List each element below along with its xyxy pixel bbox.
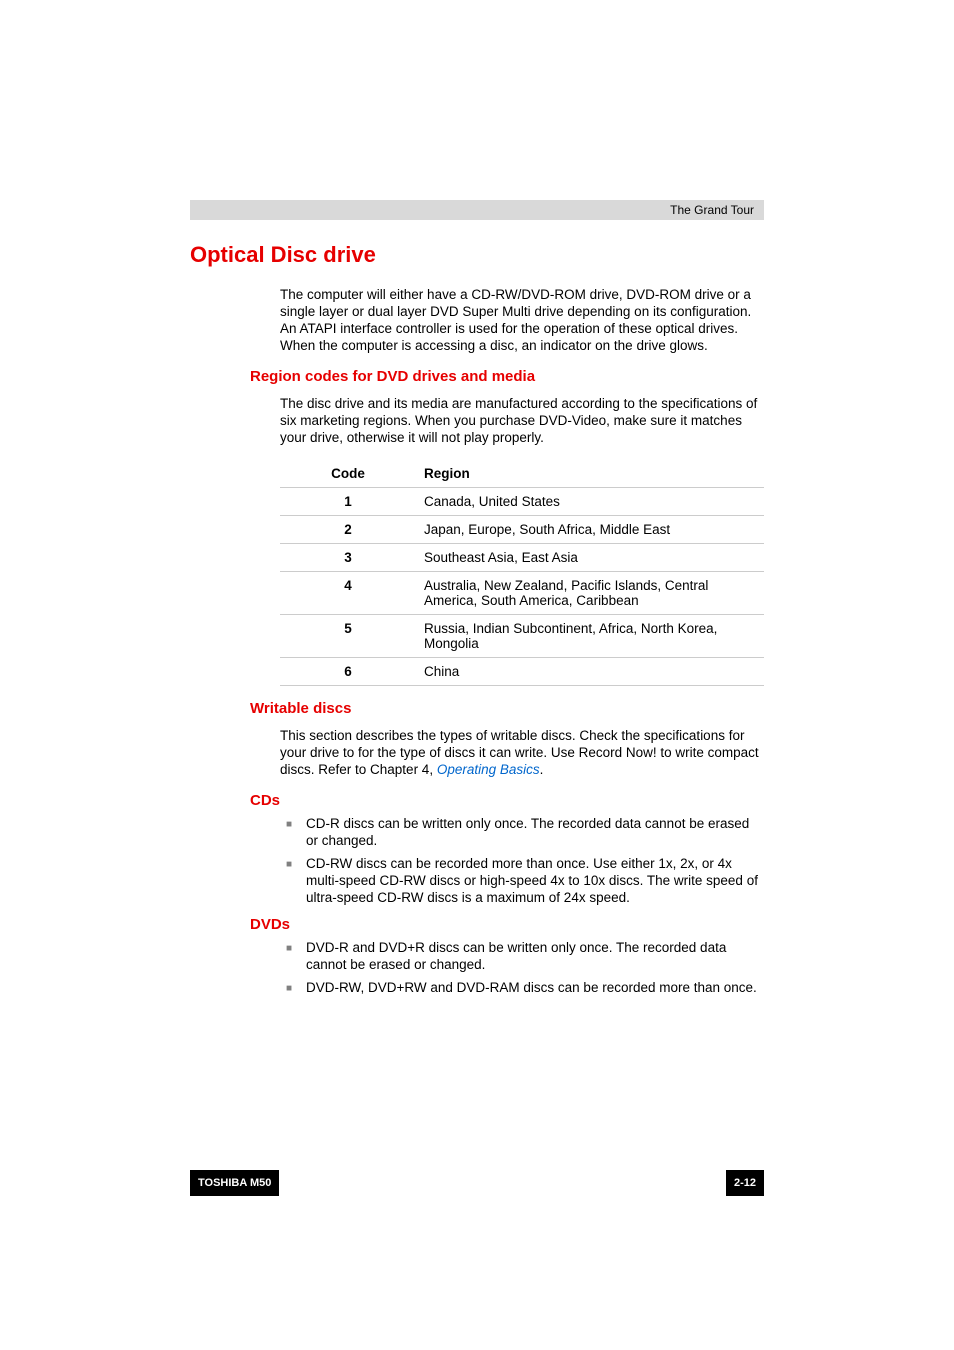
writable-intro-post: . [540,762,544,777]
region-name: Australia, New Zealand, Pacific Islands,… [416,572,764,615]
writable-heading: Writable discs [250,700,764,717]
list-item: DVD-RW, DVD+RW and DVD-RAM discs can be … [280,979,764,996]
list-item: CD-R discs can be written only once. The… [280,815,764,849]
table-row: 3 Southeast Asia, East Asia [280,544,764,572]
table-row: 4 Australia, New Zealand, Pacific Island… [280,572,764,615]
operating-basics-link[interactable]: Operating Basics [437,762,540,777]
region-code: 1 [280,488,416,516]
footer-product-label: TOSHIBA M50 [190,1170,279,1196]
table-row: 5 Russia, Indian Subcontinent, Africa, N… [280,615,764,658]
region-name: Southeast Asia, East Asia [416,544,764,572]
region-name: Japan, Europe, South Africa, Middle East [416,516,764,544]
cds-heading: CDs [250,792,764,809]
table-row: 6 China [280,658,764,686]
table-row: 1 Canada, United States [280,488,764,516]
region-code: 4 [280,572,416,615]
table-row: 2 Japan, Europe, South Africa, Middle Ea… [280,516,764,544]
intro-paragraph: The computer will either have a CD-RW/DV… [280,286,764,354]
writable-intro: This section describes the types of writ… [280,727,764,778]
dvds-list: DVD-R and DVD+R discs can be written onl… [280,939,764,996]
table-header-code: Code [280,460,416,488]
table-header-region: Region [416,460,764,488]
region-code: 3 [280,544,416,572]
region-code-table: Code Region 1 Canada, United States 2 Ja… [280,460,764,686]
header-section-label: The Grand Tour [670,203,754,217]
content-area: The computer will either have a CD-RW/DV… [190,286,764,996]
region-code: 5 [280,615,416,658]
region-intro: The disc drive and its media are manufac… [280,395,764,446]
region-name: China [416,658,764,686]
dvds-heading: DVDs [250,916,764,933]
region-code: 2 [280,516,416,544]
list-item: CD-RW discs can be recorded more than on… [280,855,764,906]
region-name: Canada, United States [416,488,764,516]
header-section-bar: The Grand Tour [190,200,764,220]
page-title: Optical Disc drive [190,242,764,268]
footer-page-number: 2-12 [726,1170,764,1196]
region-heading: Region codes for DVD drives and media [250,368,764,385]
list-item: DVD-R and DVD+R discs can be written onl… [280,939,764,973]
page: The Grand Tour Optical Disc drive The co… [0,0,954,1350]
region-name: Russia, Indian Subcontinent, Africa, Nor… [416,615,764,658]
region-code: 6 [280,658,416,686]
footer: TOSHIBA M50 2-12 [190,1170,764,1190]
cds-list: CD-R discs can be written only once. The… [280,815,764,906]
